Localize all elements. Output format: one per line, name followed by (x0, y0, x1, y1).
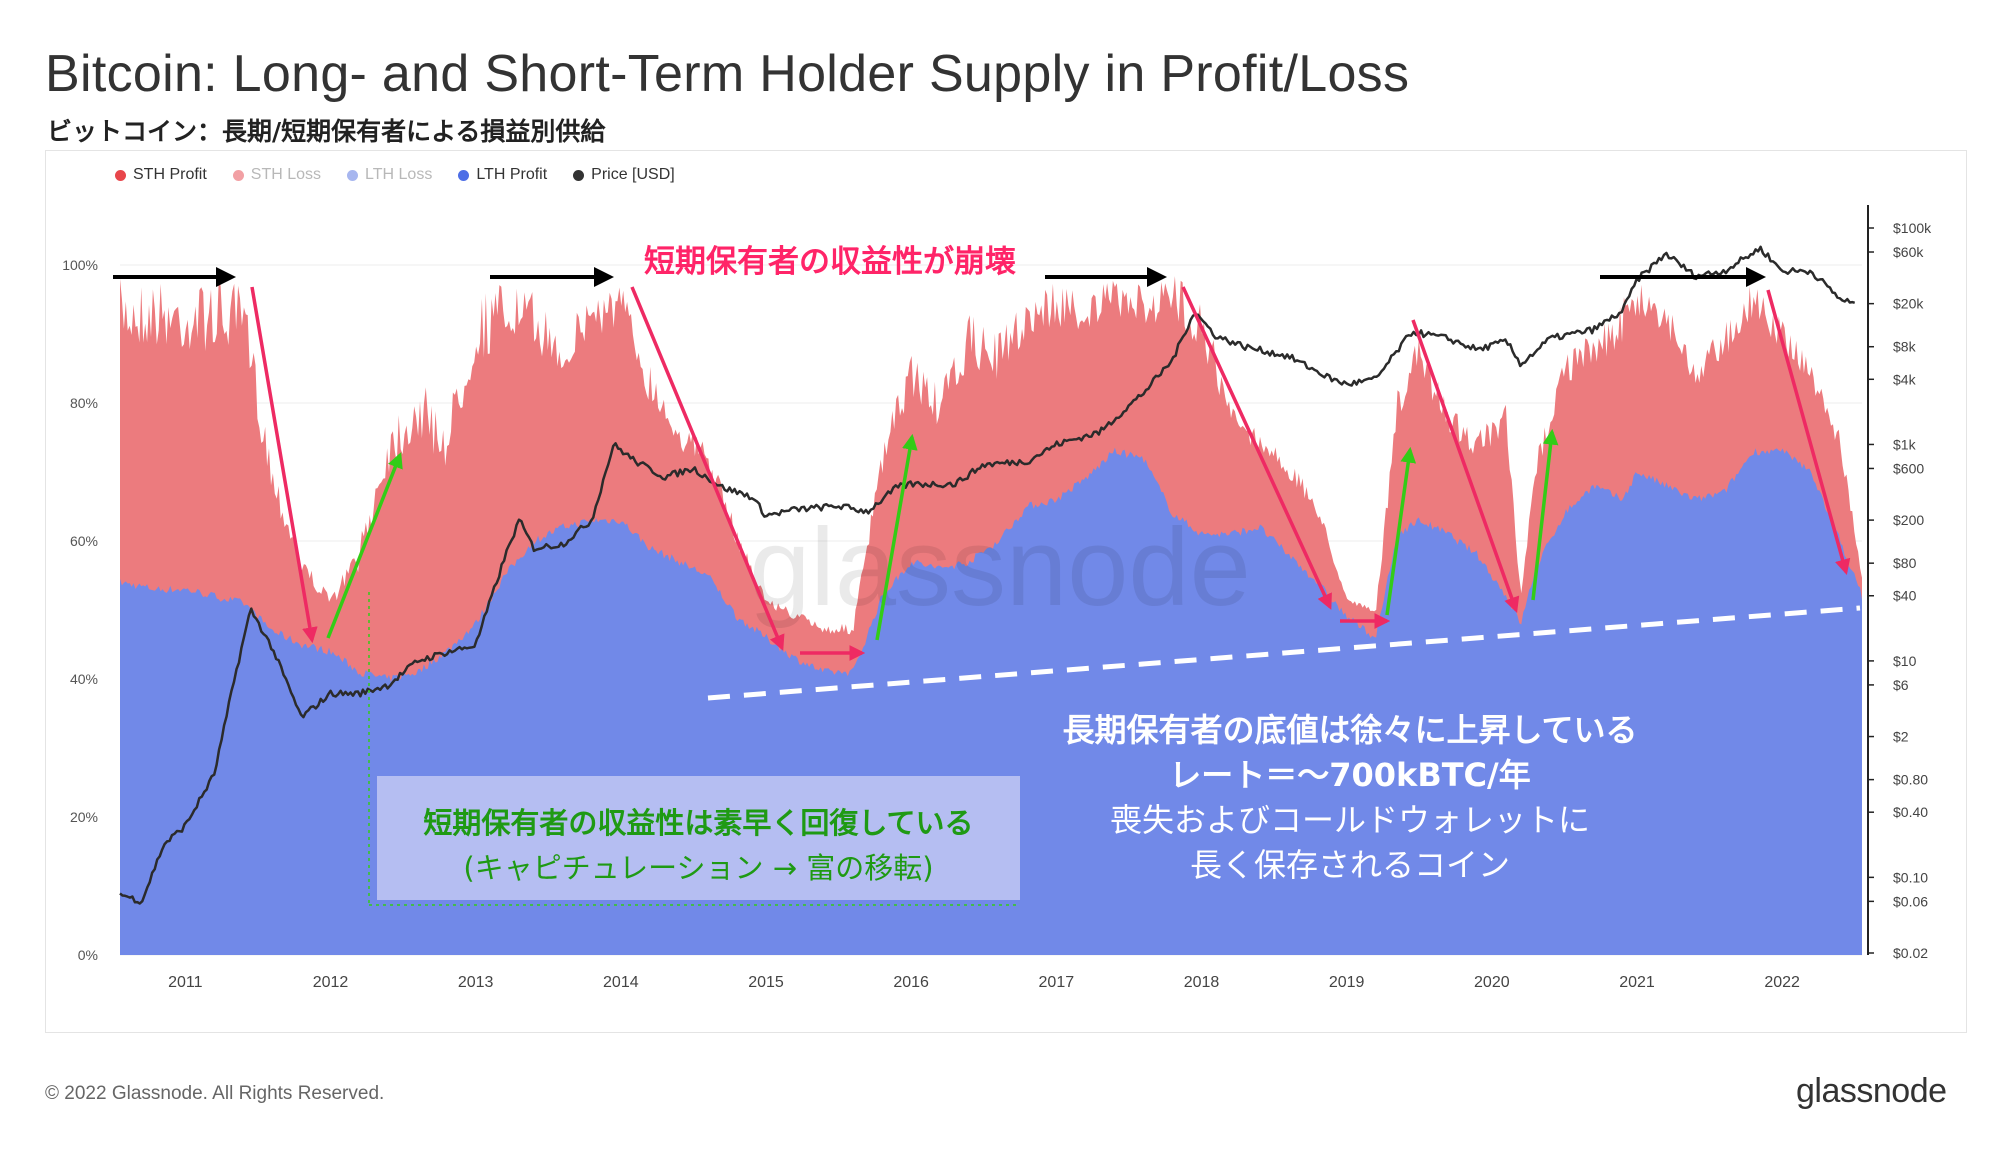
x-tick-label: 2016 (893, 974, 929, 991)
x-tick-label: 2013 (458, 974, 494, 991)
y-right-tick-label: $6 (1893, 677, 1909, 693)
y-right-tick-label: $8k (1893, 339, 1917, 355)
green-arrow (1385, 446, 1417, 616)
x-tick-label: 2017 (1039, 974, 1075, 991)
legend-label-sth-loss: STH Loss (250, 166, 322, 183)
legend-item-price[interactable]: Price [USD] (573, 166, 675, 184)
red-arrows (250, 286, 1851, 661)
legend-item-sth-profit[interactable]: STH Profit (115, 166, 207, 184)
green-arrows (326, 428, 1559, 641)
y-left-axis: 0% 20% 40% 60% 80% 100% (62, 257, 98, 963)
y-right-axis: $0.02 $0.06 $0.10 $0.40 $0.80 $2 $6 $10 $40 $80 $2… (1868, 220, 1932, 961)
y-right-tick-label: $0.80 (1893, 772, 1928, 788)
y-right-tick-label: $0.40 (1893, 804, 1928, 820)
series-line-price (119, 245, 1856, 905)
legend-item-lth-profit[interactable]: LTH Profit (458, 166, 547, 184)
sth-recovery-callout-box (377, 776, 1020, 900)
x-tick-label: 2022 (1764, 974, 1800, 991)
y-right-tick-label: $100k (1893, 220, 1932, 236)
legend-item-lth-loss[interactable]: LTH Loss (347, 166, 432, 184)
legend-label-lth-profit: LTH Profit (476, 166, 548, 183)
x-tick-label: 2018 (1184, 974, 1220, 991)
x-tick-label: 2014 (603, 974, 639, 991)
legend-dot-sth-profit (115, 169, 126, 181)
x-tick-label: 2012 (313, 974, 349, 991)
lth-floor-trend-line (707, 605, 1861, 701)
chart-subtitle: ビットコイン：長期/短期保有者による損益別供給 (47, 117, 606, 146)
red-arrow (1181, 286, 1332, 610)
y-left-tick-label: 0% (78, 947, 98, 963)
legend-item-sth-loss[interactable]: STH Loss (232, 166, 322, 184)
x-tick-label: 2020 (1474, 974, 1510, 991)
y-right-tick-label: $4k (1893, 371, 1917, 387)
annotation-lth-floor-line3: 喪失およびコールドウォレットに (1109, 801, 1590, 839)
green-arrow (875, 433, 918, 641)
y-left-tick-label: 20% (70, 809, 98, 825)
annotation-sth-collapse: 短期保有者の収益性が崩壊 (644, 244, 1016, 280)
annotation-sth-recovery-line1: 短期保有者の収益性は素早く回復している (423, 806, 974, 840)
red-arrow (1766, 289, 1851, 576)
y-left-tick-label: 80% (70, 395, 98, 411)
y-left-tick-label: 100% (62, 257, 98, 273)
legend-dot-lth-profit (458, 169, 470, 181)
annotation-lth-floor-line2: レート＝〜700kBTC/年 (1169, 756, 1531, 794)
green-arrow (1531, 428, 1559, 601)
legend-dot-price (573, 169, 585, 181)
footer-logo: glassnode (1796, 1072, 1947, 1110)
legend: STH Profit STH Loss LTH Loss LTH Profit … (115, 166, 675, 184)
y-right-tick-label: $600 (1893, 460, 1924, 476)
green-arrow (326, 452, 403, 639)
x-tick-label: 2021 (1619, 974, 1655, 991)
y-left-tick-label: 40% (70, 671, 98, 687)
y-left-tick-label: 60% (70, 533, 98, 549)
chart-frame (45, 150, 1967, 1033)
watermark-text: glassnode (749, 506, 1251, 629)
y-right-tick-label: $20k (1893, 296, 1924, 312)
red-arrow (250, 286, 318, 644)
legend-label-price: Price [USD] (591, 166, 675, 183)
y-right-tick-label: $0.10 (1893, 869, 1928, 885)
annotation-sth-recovery-line2: (キャピチュレーション → 富の移転) (463, 851, 934, 885)
red-arrow (1411, 319, 1520, 613)
chart-title: Bitcoin: Long- and Short-Term Holder Sup… (45, 45, 1410, 103)
y-right-tick-label: $80 (1893, 555, 1917, 571)
y-right-tick-label: $40 (1893, 588, 1917, 604)
annotation-lth-floor-line4: 長く保存されるコイン (1189, 846, 1510, 884)
legend-label-lth-loss: LTH Loss (365, 166, 433, 183)
x-axis: 2011 2012 2013 2014 2015 2016 2017 2018 2019 2020… (168, 974, 1800, 991)
y-right-tick-label: $0.06 (1893, 893, 1928, 909)
y-right-tick-label: $200 (1893, 512, 1924, 528)
legend-dot-sth-loss (232, 169, 244, 181)
red-arrow (630, 286, 785, 651)
x-tick-label: 2015 (748, 974, 784, 991)
y-right-tick-label: $1k (1893, 436, 1917, 452)
footer-copyright: © 2022 Glassnode. All Rights Reserved. (45, 1083, 385, 1104)
x-tick-label: 2019 (1329, 974, 1365, 991)
legend-label-sth-profit: STH Profit (133, 166, 207, 183)
y-right-tick-label: $10 (1893, 653, 1917, 669)
legend-dot-lth-loss (347, 169, 359, 181)
y-right-tick-label: $2 (1893, 729, 1909, 745)
x-tick-label: 2011 (168, 974, 203, 991)
y-right-tick-label: $60k (1893, 244, 1924, 260)
annotation-lth-floor-line1: 長期保有者の底値は徐々に上昇している (1062, 711, 1638, 749)
y-right-tick-label: $0.02 (1893, 945, 1928, 961)
